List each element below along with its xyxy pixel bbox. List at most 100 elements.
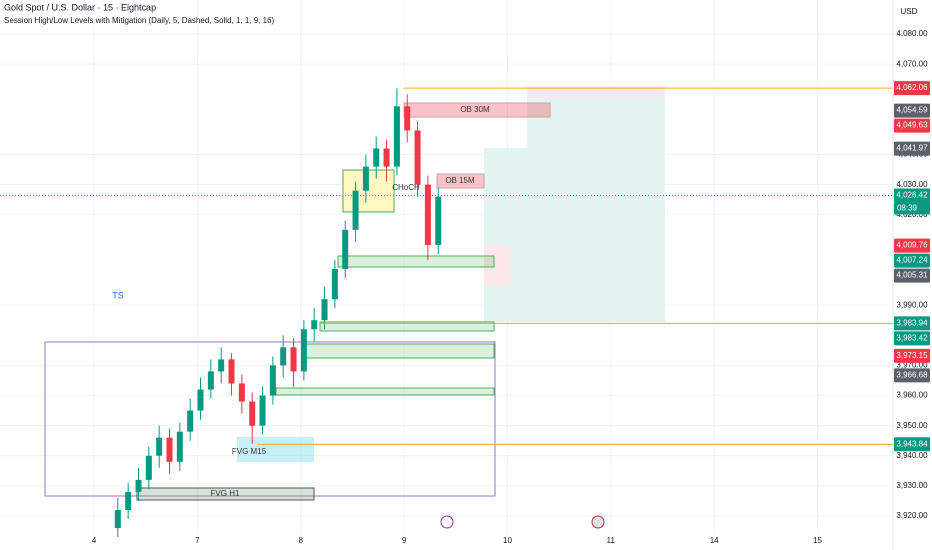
annotation: CHoCH — [392, 183, 420, 192]
annotation: FVG M15 — [232, 447, 267, 456]
price-badge — [894, 331, 930, 346]
price-badge — [894, 81, 930, 96]
candle-body — [290, 347, 297, 372]
range-box — [44, 341, 496, 497]
candle-body — [238, 383, 245, 402]
price-axis: 4,080.004,070.004,040.004,030.004,020.00… — [92, 29, 930, 545]
fvg-zone — [136, 487, 315, 501]
candle-body — [424, 184, 431, 245]
candle-body — [435, 196, 442, 245]
candle-body — [383, 148, 390, 167]
order-block — [403, 102, 551, 118]
candle-body — [156, 437, 163, 456]
y-tick-label: 3,920.00 — [896, 511, 928, 520]
candle-body — [176, 431, 183, 462]
position-zone — [484, 148, 527, 322]
candle-body — [311, 320, 318, 330]
price-badge-label: 3,983.94 — [896, 319, 928, 328]
price-badge-label: 4,041.97 — [896, 144, 928, 153]
candle-body — [280, 347, 287, 366]
candle-body — [166, 437, 173, 462]
candle-body — [393, 106, 400, 167]
fvg-zone — [237, 437, 314, 462]
price-badge-label: 4,026.42 — [896, 191, 928, 200]
price-badge — [894, 118, 930, 133]
price-badge — [894, 141, 930, 156]
annotation: FVG H1 — [211, 489, 240, 498]
annotation: OB 30M — [460, 105, 490, 114]
price-badge-label: 3,973.15 — [896, 351, 928, 360]
price-badge — [894, 368, 930, 383]
candle-body — [207, 371, 214, 390]
candle-body — [259, 395, 266, 426]
price-badge-label: 4,062.06 — [896, 83, 928, 92]
candle-body — [197, 389, 204, 411]
chart-subtitle: Session High/Low Levels with Mitigation … — [4, 16, 275, 25]
price-badge-label: 3,943.84 — [896, 439, 928, 448]
order-block — [436, 173, 485, 189]
y-tick-label: 4,080.00 — [896, 29, 928, 38]
target-zone — [527, 97, 665, 322]
event-icon[interactable] — [440, 515, 454, 529]
fvg-zone — [304, 343, 495, 359]
price-badge-label: 3,966.68 — [896, 371, 928, 380]
candle-body — [331, 269, 338, 300]
x-tick-label: 14 — [710, 536, 719, 545]
candle-body — [404, 106, 411, 131]
candle-body — [114, 509, 121, 529]
y-tick-label: 3,930.00 — [896, 481, 928, 490]
candle-body — [321, 299, 328, 321]
candle-body — [300, 329, 307, 372]
price-badge — [894, 188, 930, 203]
x-tick-label: 15 — [813, 536, 822, 545]
annotation: TS — [112, 290, 124, 300]
price-badge-label: 4,054.59 — [896, 106, 928, 115]
candle-body — [125, 491, 132, 510]
fvg-zone — [337, 255, 495, 268]
candle-body — [135, 479, 142, 492]
candle-body — [187, 410, 194, 432]
price-badge — [894, 437, 930, 452]
y-tick-label: 4,030.00 — [896, 180, 928, 189]
price-badge-label: 3,983.42 — [896, 334, 928, 343]
annotation: OB 15M — [445, 176, 475, 185]
y-tick-label: 3,990.00 — [896, 300, 928, 309]
candle-body — [269, 365, 276, 396]
fvg-zone — [275, 387, 495, 396]
price-badge-label: 4,049.63 — [896, 121, 928, 130]
candle-body — [342, 229, 349, 270]
price-badge — [894, 253, 930, 268]
x-tick-label: 4 — [92, 536, 97, 545]
x-tick-label: 9 — [402, 536, 407, 545]
price-badge — [894, 238, 930, 253]
y-tick-label: 4,070.00 — [896, 59, 928, 68]
fvg-zone — [319, 321, 495, 332]
currency: USD — [901, 7, 918, 16]
x-tick-label: 11 — [607, 536, 616, 545]
x-tick-label: 8 — [299, 536, 304, 545]
price-badge — [894, 316, 930, 331]
price-badge — [894, 103, 930, 118]
candle-body — [414, 130, 421, 185]
candle-body — [352, 190, 359, 230]
price-badge-label: 4,009.76 — [896, 241, 928, 250]
y-tick-label: 3,940.00 — [896, 451, 928, 460]
event-icon[interactable] — [591, 515, 605, 529]
candle-body — [373, 148, 380, 167]
x-tick-label: 10 — [503, 536, 512, 545]
price-badge — [894, 268, 930, 283]
candle-body — [249, 401, 256, 426]
x-tick-label: 7 — [195, 536, 200, 545]
position-zone — [484, 245, 510, 285]
price-badge-label: 4,007.24 — [896, 256, 928, 265]
countdown-badge — [894, 202, 930, 215]
y-tick-label: 3,960.00 — [896, 391, 928, 400]
y-tick-label: 3,950.00 — [896, 421, 928, 430]
price-badge-label: 4,005.31 — [896, 271, 928, 280]
countdown: 08:39 — [897, 204, 918, 213]
candle-body — [228, 359, 235, 384]
candle-body — [145, 455, 152, 480]
candle-body — [362, 166, 369, 191]
candle-body — [218, 359, 225, 372]
